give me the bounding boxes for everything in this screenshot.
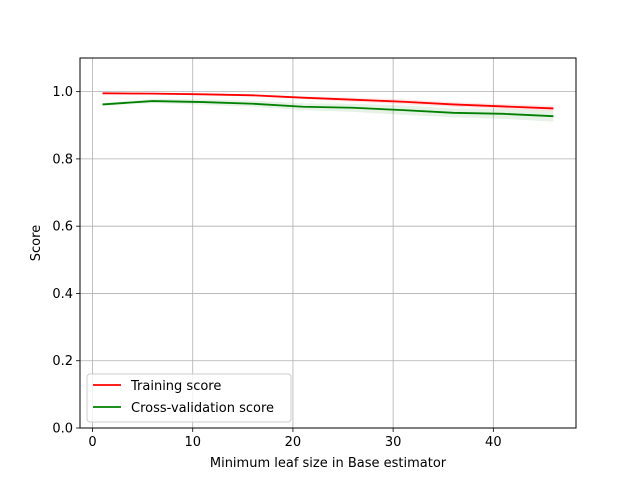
- series-line-cross-validation: [102, 100, 554, 118]
- series-lines: [102, 92, 554, 118]
- y-tick-label: 0.6: [52, 220, 73, 235]
- y-tick-label: 1.0: [52, 85, 73, 100]
- legend-label-cv: Cross-validation score: [131, 401, 274, 416]
- y-tick-label: 0.2: [52, 354, 73, 369]
- x-tick-label: 10: [184, 435, 201, 450]
- y-ticks: 0.0 0.2 0.4 0.6 0.8 1.0: [52, 85, 80, 437]
- x-ticks: 0 10 20 30 40: [88, 428, 502, 450]
- plot-frame: [79, 57, 577, 429]
- legend: Training score Cross-validation score: [86, 373, 292, 423]
- legend-box: [86, 373, 292, 423]
- x-tick-label: 20: [285, 435, 302, 450]
- x-tick-label: 30: [385, 435, 402, 450]
- x-tick-label: 0: [88, 435, 96, 450]
- legend-label-training: Training score: [130, 379, 221, 394]
- y-tick-label: 0.0: [52, 422, 73, 437]
- y-tick-label: 0.4: [52, 287, 73, 302]
- std-bands: [102, 92, 554, 122]
- series-line-training: [102, 92, 554, 110]
- x-axis-title: Minimum leaf size in Base estimator: [210, 456, 447, 471]
- x-tick-label: 40: [485, 435, 502, 450]
- grid: [80, 58, 576, 429]
- y-axis-title: Score: [29, 225, 44, 261]
- y-tick-label: 0.8: [52, 152, 73, 167]
- std-band-cross-validation: [102, 99, 554, 122]
